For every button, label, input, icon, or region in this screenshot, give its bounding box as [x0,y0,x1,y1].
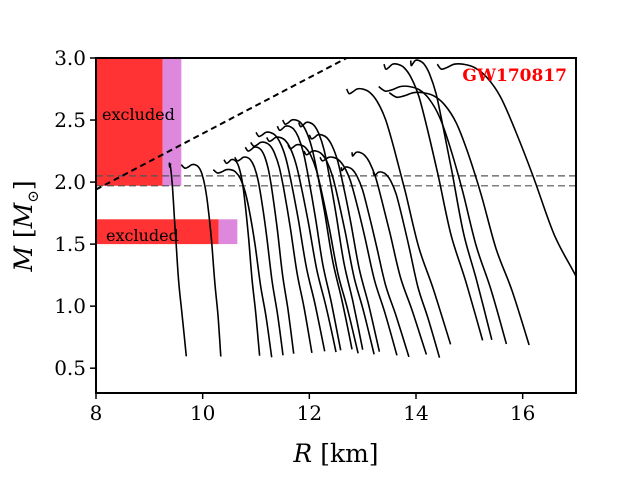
mass-radius-curves [168,59,576,358]
curve-eos-02 [180,163,222,357]
curve-eos-01 [168,162,188,357]
excluded-region-lower [96,219,219,245]
y-tick-label: 0.5 [54,356,86,380]
curve-eos-15 [308,133,381,352]
excluded-regions [96,58,238,245]
excluded-region-upper [96,58,163,186]
curve-eos-19 [345,87,452,345]
curve-eos-11 [281,118,353,350]
curve-eos-23 [378,85,508,345]
curve-eos-03 [223,158,261,356]
curve-eos-16 [319,156,398,356]
curve-eos-13 [297,121,364,350]
curve-eos-14 [303,150,375,355]
y-axis-label: M [M⊙] [9,180,42,272]
x-tick-label: 14 [403,401,428,425]
curve-eos-18 [351,151,428,355]
curve-eos-21 [383,63,484,341]
y-tick-label: 2.0 [54,170,86,194]
excluded-region-lower-extension [218,219,238,245]
x-tick-label: 12 [297,401,322,425]
excluded-region-upper-extension [162,58,182,186]
curve-eos-24 [388,91,530,346]
curve-eos-25 [436,63,576,279]
curve-eos-12 [287,143,359,354]
causality-line [96,58,348,191]
excluded-label-upper: excluded [102,105,175,124]
curve-eos-07 [250,141,313,354]
curve-eos-06 [244,146,295,354]
axes: 8 10 12 14 16 0.5 1.0 1.5 2.0 2.5 3.0 [54,46,535,425]
curve-eos-20 [372,171,441,358]
gw170817-label: GW170817 [462,66,567,86]
y-tick-label: 1.5 [54,232,86,256]
curve-eos-08 [255,131,326,352]
curve-eos-22 [409,59,493,340]
y-tick-label: 2.5 [54,108,86,132]
y-tick-label: 1.0 [54,294,86,318]
reference-lines [96,58,576,191]
annotations: excluded excluded GW170817 [102,66,567,245]
y-tick-label: 3.0 [54,46,86,70]
curve-eos-04 [212,168,273,358]
x-tick-label: 16 [510,401,535,425]
x-tick-label: 8 [90,401,103,425]
excluded-label-lower: excluded [106,226,179,245]
plot-frame [95,57,577,394]
curve-eos-10 [276,125,342,351]
x-tick-label: 10 [190,401,215,425]
x-axis-label: R [km] [292,439,378,468]
curve-eos-05 [234,156,284,356]
curve-eos-17 [340,166,410,358]
